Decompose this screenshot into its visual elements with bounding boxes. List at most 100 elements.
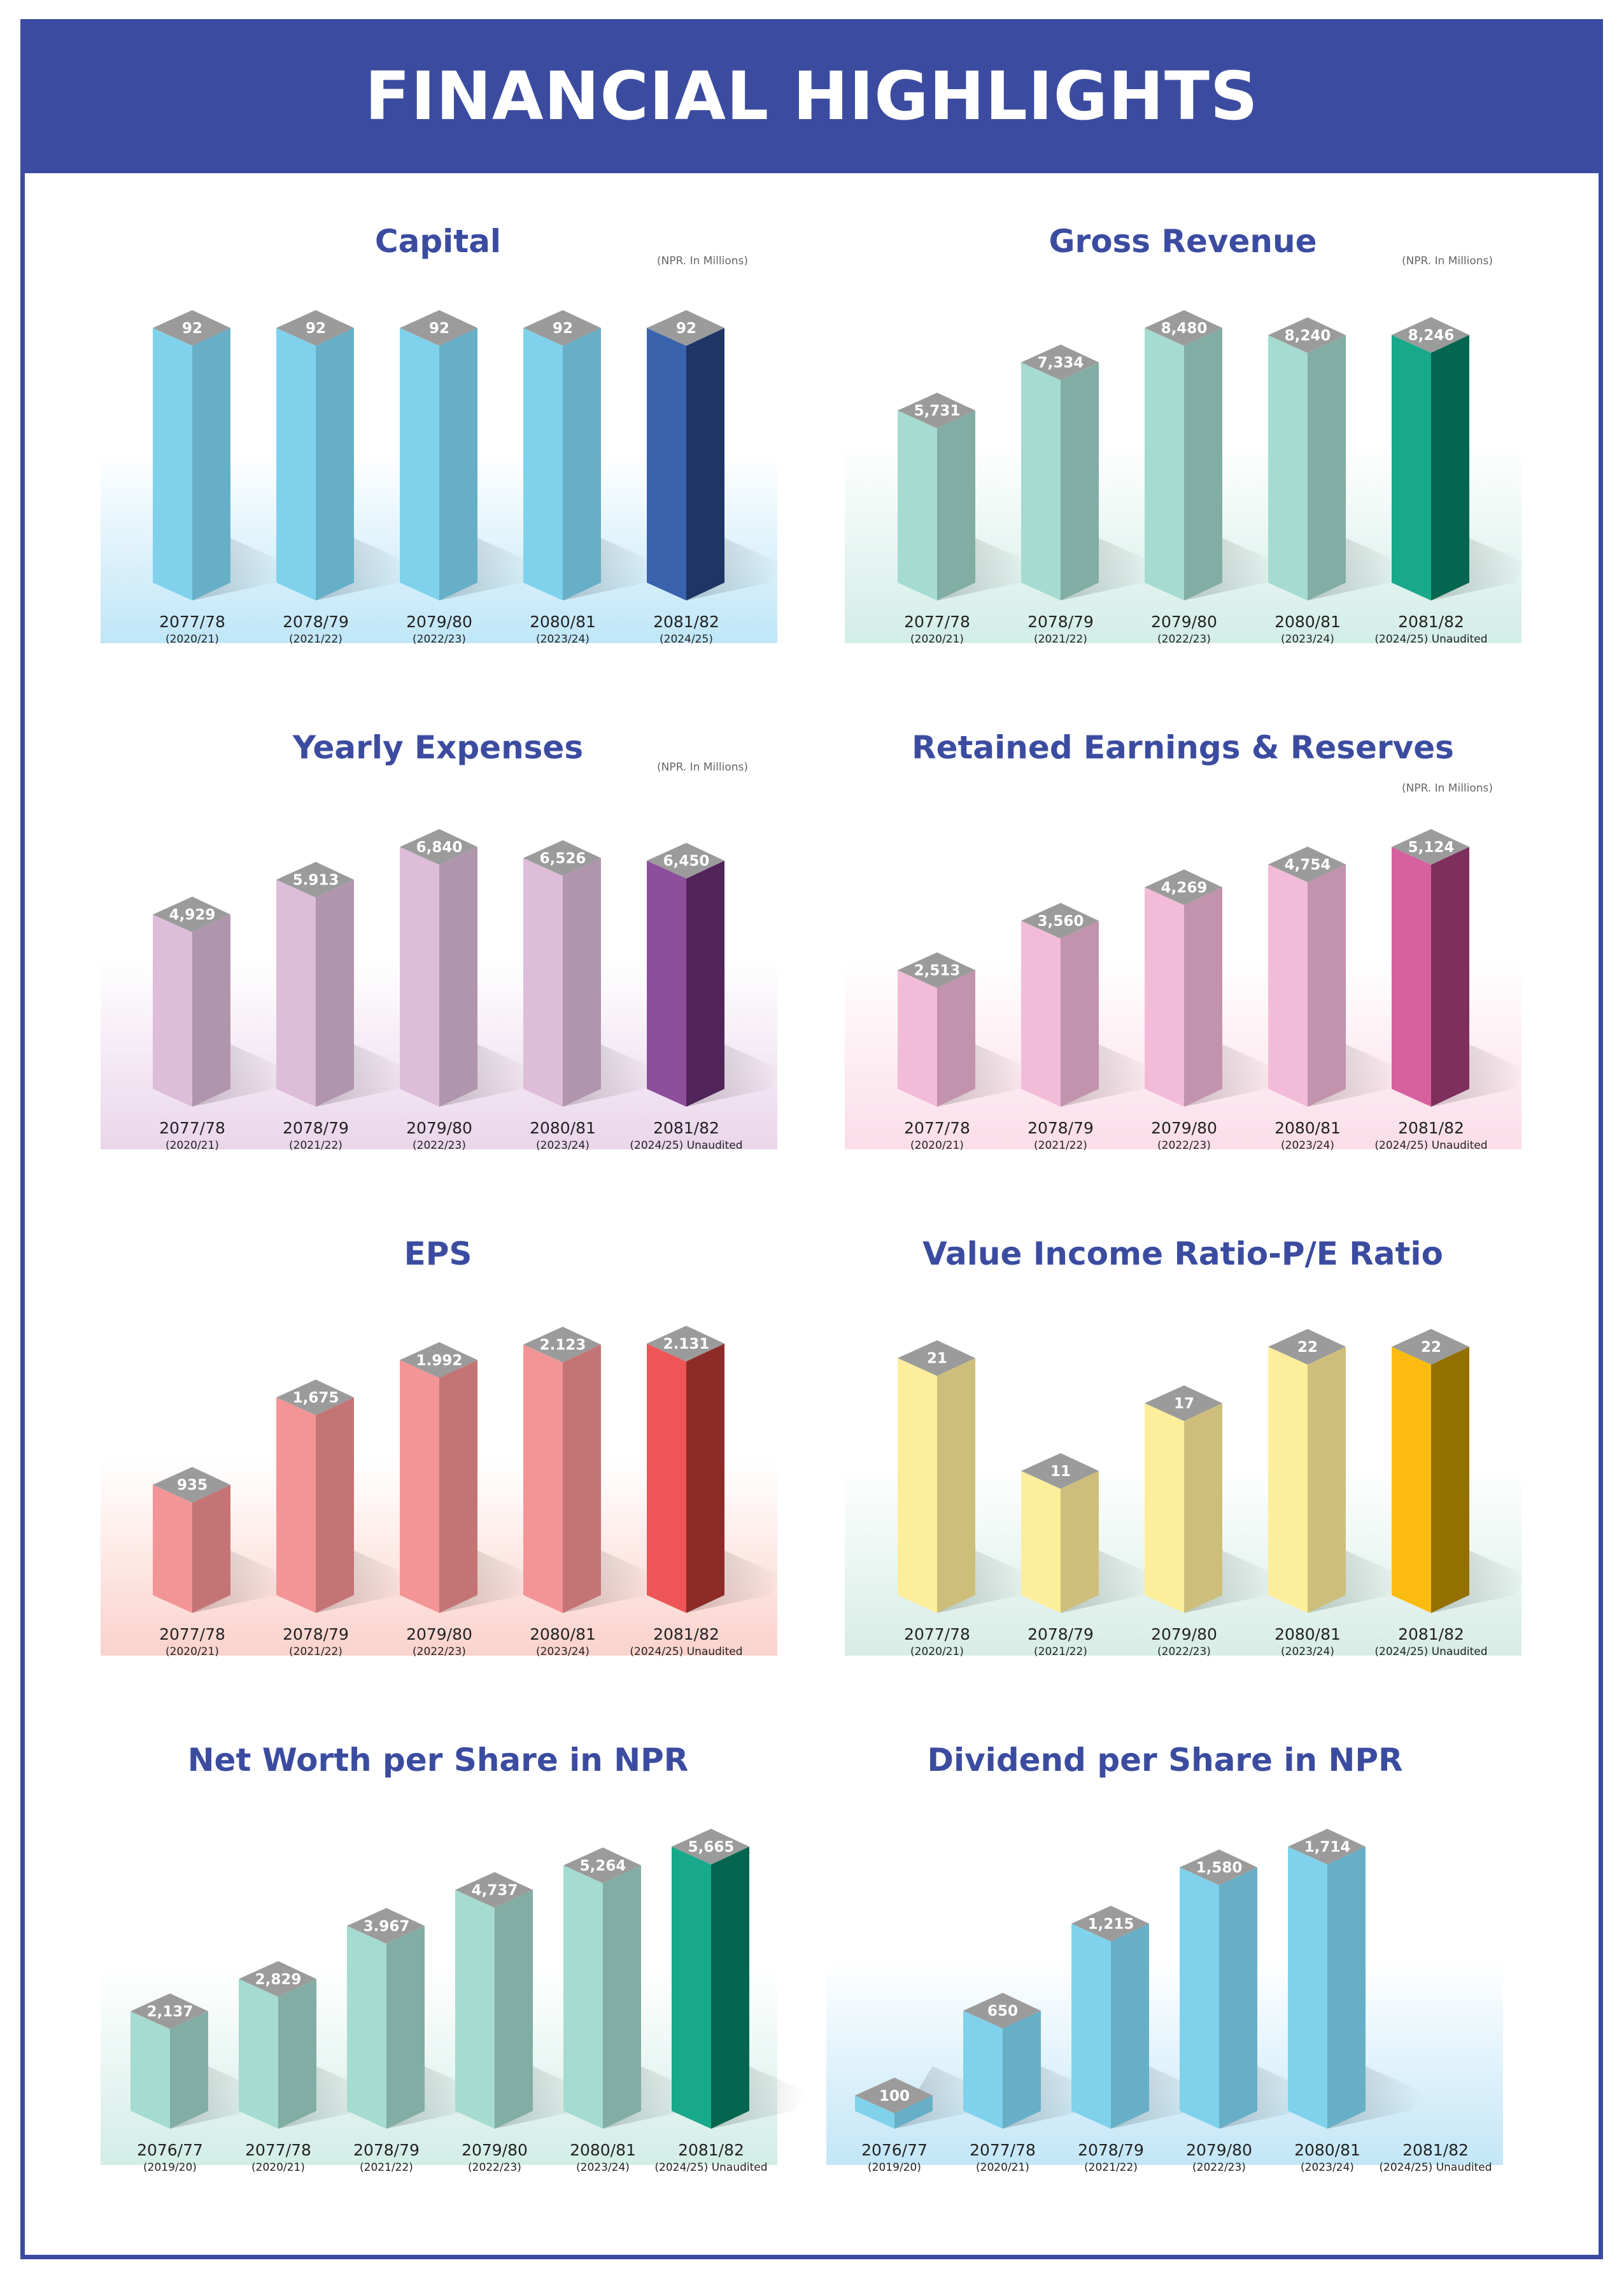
bar-front [153,914,192,1107]
bar-value-label: 1,714 [1304,1839,1351,1856]
x-tick-label: 2079/80 [406,1625,472,1644]
bar-side [937,1358,975,1613]
bar-top [1288,1829,1366,1864]
x-sub-label: (2020/21) [166,633,219,646]
bar-front [1288,1847,1327,2129]
chart-title: Retained Earnings & Reserves [912,729,1454,766]
bar-front [1268,864,1308,1107]
x-sub-label: (2020/21) [251,2161,305,2174]
x-tick-label: 2080/81 [530,613,596,631]
bar-side [192,914,230,1107]
bar-side [386,1926,425,2129]
bar-value-label: 3.967 [364,1918,410,1935]
x-sub-label: (2023/24) [576,2161,630,2174]
x-sub-label: (2024/25) Unaudited [1374,1645,1487,1658]
bar-top [1021,344,1099,381]
bar-top [647,310,724,346]
x-tick-label: 2080/81 [530,1625,596,1644]
bar-top [1180,1849,1257,1885]
bar-top [455,1871,533,1908]
x-tick-label: 2081/82 [678,2141,744,2159]
x-tick-label: 2078/79 [1027,613,1094,631]
x-sub-label: (2022/23) [1157,1645,1211,1658]
bar-front [1392,847,1431,1107]
x-tick-label: 2080/81 [570,2141,636,2159]
bar-top [523,840,601,876]
title-banner: FINANCIAL HIGHLIGHTS [20,19,1603,173]
x-tick-label: 2076/77 [861,2141,928,2159]
x-sub-label: (2023/24) [1281,1139,1334,1152]
bar-side [439,1360,477,1613]
x-sub-label: (2021/22) [289,1139,342,1152]
bar-top [898,1340,975,1376]
bar-side [1327,1847,1366,2129]
x-tick-label: 2080/81 [1274,1625,1341,1644]
bar-side [1431,1347,1469,1613]
page-title: FINANCIAL HIGHLIGHTS [365,57,1259,135]
bar-value-label: 5,264 [580,1857,626,1874]
x-tick-label: 2079/80 [462,2141,528,2159]
bar-top [347,1908,425,1944]
x-sub-label: (2021/22) [289,633,342,646]
bar-top [855,2077,933,2113]
bar-front [239,1978,278,2129]
x-sub-label: (2020/21) [166,1139,219,1152]
bar-front [1392,1347,1431,1613]
x-tick-label: 2080/81 [1274,613,1341,631]
x-tick-label: 2081/82 [1398,1625,1464,1644]
bar-value-label: 3,560 [1038,913,1084,930]
x-tick-label: 2081/82 [1402,2141,1469,2159]
bar-side [1431,847,1469,1107]
x-sub-label: (2021/22) [1034,1645,1087,1658]
x-sub-label: (2023/24) [536,1139,590,1152]
unit-note: (NPR. In Millions) [1402,255,1493,267]
bar-side [495,1889,533,2129]
bar-value-label: 2.131 [663,1336,710,1352]
x-sub-label: (2022/23) [413,1139,466,1152]
bar-top [1145,310,1222,346]
bar-front [523,858,563,1107]
bar-side [192,1484,230,1613]
bar-value-label: 92 [553,320,573,337]
bar-value-label: 100 [879,2088,910,2105]
bar-top [1021,902,1099,939]
bar-top [672,1829,749,1864]
bar-value-label: 5,731 [914,403,961,420]
bar-side [278,1978,316,2129]
x-tick-label: 2077/78 [245,2141,311,2159]
bar-value-label: 22 [1297,1339,1318,1356]
bar-value-label: 8,246 [1408,327,1455,344]
x-tick-label: 2079/80 [406,1119,472,1137]
x-sub-label: (2020/21) [166,1645,219,1658]
bar-side [1219,1867,1257,2129]
bar-top [276,310,354,346]
bar-top [963,1992,1041,2029]
bar-value-label: 6,840 [416,839,463,856]
bar-value-label: 6,450 [663,853,710,870]
x-tick-label: 2077/78 [159,1119,225,1137]
x-tick-label: 2080/81 [1274,1119,1341,1137]
bar-front [523,1344,563,1613]
bar-value-label: 1.992 [416,1352,463,1369]
bar-top [523,310,601,346]
x-sub-label: (2024/25) Unaudited [630,1645,742,1658]
bar-value-label: 935 [177,1477,208,1494]
bar-side [316,879,354,1107]
bar-value-label: 8,240 [1285,327,1331,344]
bar-value-label: 21 [927,1351,947,1367]
bar-top [1071,1905,1149,1942]
bar-front [347,1926,386,2129]
bar-side [937,410,975,600]
bar-front [1268,1347,1308,1613]
x-sub-label: (2019/20) [143,2161,197,2174]
bar-top [1268,1329,1346,1365]
bar-top [647,842,724,879]
bar-front [647,860,686,1107]
bar-side [1308,335,1346,600]
bar-value-label: 4,737 [472,1882,518,1899]
